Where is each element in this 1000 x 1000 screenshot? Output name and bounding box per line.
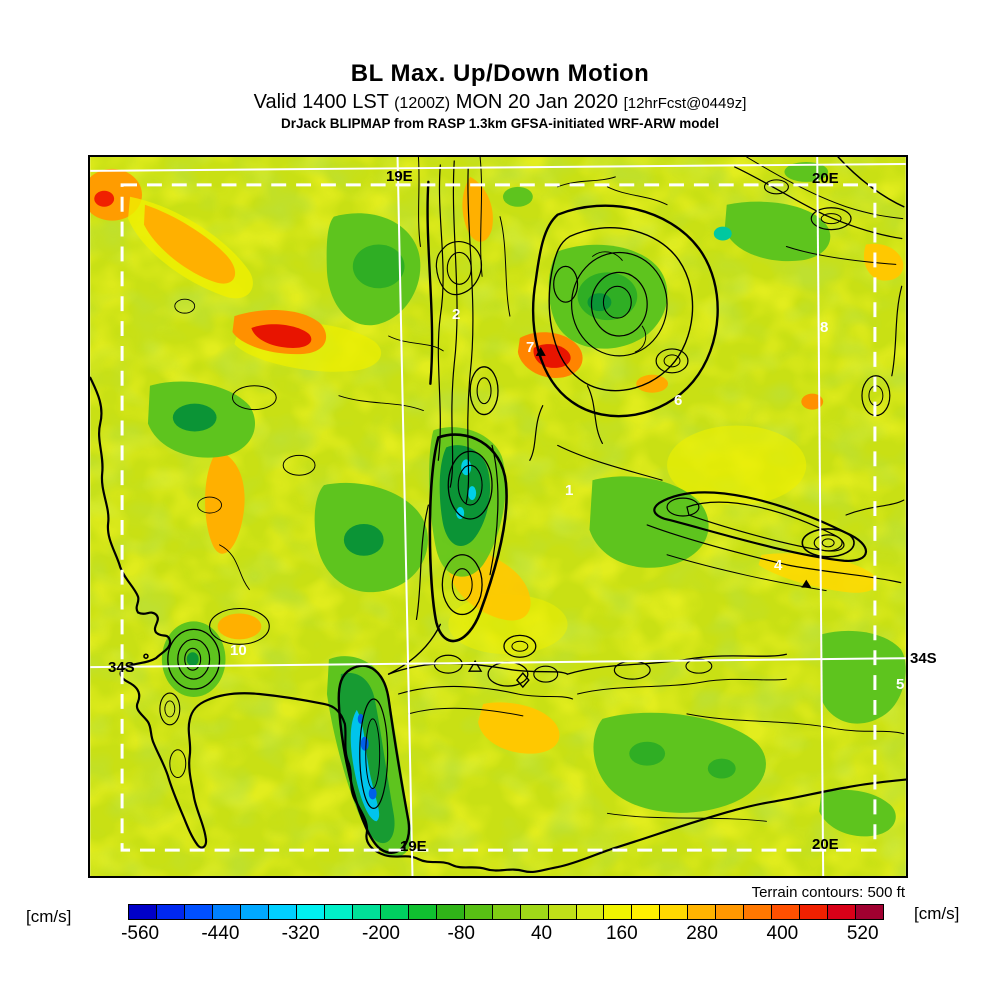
forecast-map: 19E 20E 34S 19E 20E 2 7 8 6 1 4 10 5 (88, 155, 908, 878)
header: BL Max. Up/Down Motion Valid 1400 LST (1… (0, 60, 1000, 131)
site-number: 4 (774, 557, 783, 574)
colorbar-segment (380, 905, 409, 919)
latlon-grid (90, 157, 906, 876)
colorbar-tick-label: -200 (361, 923, 400, 944)
colorbar-tick-label: 280 (686, 923, 718, 944)
colorbar-segment (520, 905, 549, 919)
page-title: BL Max. Up/Down Motion (350, 60, 650, 87)
colorbar-segment (324, 905, 353, 919)
colorbar-segment (828, 905, 857, 919)
site-number: 7 (526, 339, 535, 356)
colorbar-segment (856, 905, 884, 919)
triangle-marker (535, 346, 546, 356)
colorbar-segment (772, 905, 801, 919)
colorbar-segment (296, 905, 325, 919)
coastline (90, 376, 906, 874)
colorbar-tick-label: 40 (530, 923, 553, 944)
colorbar-ticks: -560 -440 -320 -200 -80 40 160 280 400 520 (121, 920, 884, 946)
colorbar-segment (492, 905, 521, 919)
colorbar-tick-label: -80 (447, 923, 475, 944)
valid-date: MON 20 Jan 2020 (455, 91, 619, 113)
grid-label-20e-top: 20E (812, 170, 839, 187)
site-number: 1 (565, 482, 574, 499)
valid-line: Valid 1400 LST (1200Z) MON 20 Jan 2020 [… (0, 91, 1000, 114)
colorbar-segment (212, 905, 241, 919)
colorbar-tick-label: -440 (201, 923, 240, 944)
colorbar-scale (128, 904, 884, 920)
site-number: 10 (230, 642, 247, 659)
colorbar-tick-label: 400 (766, 923, 799, 944)
valid-fcst: [12hrFcst@0449z] (623, 95, 747, 112)
colorbar-segment (660, 905, 689, 919)
colorbar-segment (632, 905, 661, 919)
colorbar-units-right: [cm/s] (914, 904, 960, 923)
terrain-contour-note: Terrain contours: 500 ft (751, 884, 905, 901)
grid-label-19e-bottom: 19E (400, 838, 427, 855)
site-number: 6 (674, 392, 683, 409)
grid-label-34s-right: 34S (910, 650, 937, 667)
valid-prefix: Valid 1400 LST (253, 91, 389, 113)
triangle-marker (801, 579, 812, 588)
site-number: 2 (452, 306, 461, 323)
diamond-marker (515, 672, 530, 689)
site-markers (467, 346, 812, 689)
colorbar-segment (576, 905, 605, 919)
domain-boundary-dashed (120, 183, 877, 852)
colorbar-tick-label: -560 (121, 923, 160, 944)
colorbar-segment (688, 905, 717, 919)
site-number: 5 (896, 676, 905, 693)
colorbar-segment (548, 905, 577, 919)
model-line: DrJack BLIPMAP from RASP 1.3km GFSA-init… (280, 116, 720, 131)
colorbar-segment (240, 905, 269, 919)
triangle-marker (467, 659, 483, 672)
colorbar-segment (156, 905, 185, 919)
grid-label-34s-left: 34S (108, 659, 135, 676)
colorbar-tick-label: 520 (846, 923, 879, 944)
colorbar: -560 -440 -320 -200 -80 40 160 280 400 520 (121, 904, 884, 946)
grid-label-20e-bottom: 20E (812, 836, 839, 853)
map-canvas (90, 157, 906, 876)
colorbar-segment (800, 905, 829, 919)
colorbar-tick-label: -320 (281, 923, 320, 944)
site-number: 8 (820, 319, 829, 336)
valid-zulu: (1200Z) (394, 95, 451, 112)
colorbar-segment (464, 905, 493, 919)
grid-label-19e-top: 19E (386, 168, 413, 185)
terrain-contours (159, 157, 905, 854)
colorbar-segment (436, 905, 465, 919)
colorbar-segment (716, 905, 745, 919)
colorbar-units-left: [cm/s] (26, 907, 72, 926)
colorbar-segment (744, 905, 773, 919)
colorbar-segment (129, 905, 157, 919)
colorbar-tick-label: 160 (605, 923, 638, 944)
colorbar-segment (184, 905, 213, 919)
colorbar-segment (268, 905, 297, 919)
colorbar-segment (604, 905, 633, 919)
colorbar-segment (408, 905, 437, 919)
colorbar-segment (352, 905, 381, 919)
